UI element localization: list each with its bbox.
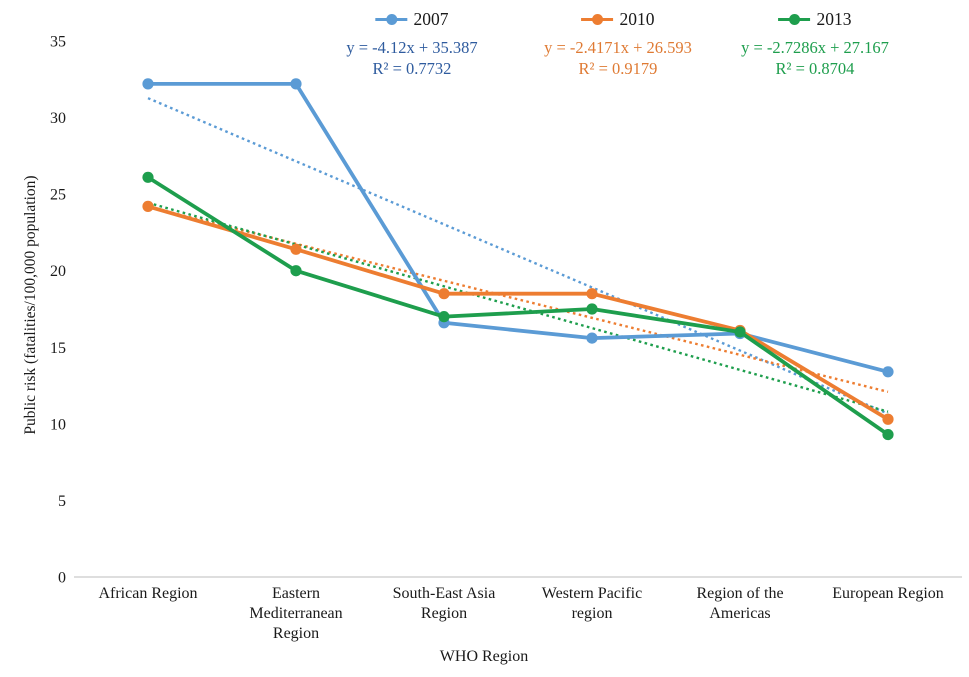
data-point-2010 <box>586 288 598 300</box>
y-tick-label: 15 <box>50 340 66 357</box>
x-category-label: Region <box>273 625 319 642</box>
series-line-2013 <box>146 175 890 437</box>
legend-item-2007: 2007 <box>375 8 448 30</box>
x-category-label: European Region <box>832 585 944 602</box>
trendline-r2-2013: R² = 0.8704 <box>775 59 855 78</box>
data-point-2007 <box>290 78 302 90</box>
legend-marker-2010-icon <box>581 13 614 25</box>
y-tick-label: 25 <box>50 187 66 204</box>
x-category-label: Mediterranean <box>249 605 342 622</box>
trendline-equation-2013: y = -2.7286x + 27.167 <box>741 38 889 57</box>
legend-group-2007: 2007 y = -4.12x + 35.387 R² = 0.7732 <box>346 8 477 79</box>
equation-block-2007: y = -4.12x + 35.387 R² = 0.7732 <box>346 37 477 79</box>
data-point-2013 <box>882 428 894 441</box>
series-line-2010 <box>146 204 890 422</box>
trendline-2013 <box>147 201 889 413</box>
x-category-label: South-East Asia <box>393 585 496 602</box>
y-axis-title: Public risk (fatalities/100,000 populati… <box>22 175 39 435</box>
legend-group-2010: 2010 y = -2.4171x + 26.593 R² = 0.9179 <box>544 8 692 79</box>
data-point-2013 <box>438 311 450 323</box>
x-category-label: region <box>572 605 613 622</box>
data-point-2007 <box>586 332 598 344</box>
equation-block-2013: y = -2.7286x + 27.167 R² = 0.8704 <box>741 37 889 79</box>
equation-block-2010: y = -2.4171x + 26.593 R² = 0.9179 <box>544 37 692 79</box>
data-point-2013 <box>586 303 598 315</box>
x-axis-title: WHO Region <box>439 648 529 665</box>
x-category-label: Eastern <box>272 585 320 602</box>
x-category-label: Region of the <box>696 585 783 602</box>
legend-group-2013: 2013 y = -2.7286x + 27.167 R² = 0.8704 <box>741 8 889 79</box>
trendline-equation-2010: y = -2.4171x + 26.593 <box>544 38 692 57</box>
legend-label-2007: 2007 <box>413 8 449 29</box>
y-tick-label: 35 <box>50 34 66 51</box>
data-point-2013 <box>734 326 746 338</box>
y-tick-label: 30 <box>50 110 66 127</box>
legend-label-2010: 2010 <box>619 8 655 29</box>
x-category-label: African Region <box>98 585 197 602</box>
data-point-2013 <box>142 171 154 183</box>
legend-dot-icon <box>788 13 800 25</box>
data-point-2007 <box>882 366 894 378</box>
legend-item-2010: 2010 <box>581 8 654 30</box>
x-category-label: Region <box>421 605 467 622</box>
trendline-equation-2007: y = -4.12x + 35.387 <box>346 38 478 57</box>
y-tick-label: 10 <box>50 416 66 433</box>
trendline-2007 <box>147 97 889 415</box>
trendline-r2-2007: R² = 0.7732 <box>372 59 452 78</box>
data-point-2010 <box>142 200 154 212</box>
data-point-2007 <box>142 78 154 90</box>
y-tick-label: 0 <box>58 570 66 587</box>
y-tick-label: 20 <box>50 263 66 280</box>
y-tick-label: 5 <box>58 493 66 510</box>
legend-item-2013: 2013 <box>778 8 851 30</box>
data-point-2010 <box>882 413 894 425</box>
series-line-2007 <box>146 81 890 374</box>
data-point-2010 <box>290 243 302 255</box>
legend-marker-2007-icon <box>375 13 408 25</box>
legend-dot-icon <box>385 13 397 25</box>
x-category-label: Americas <box>709 605 770 622</box>
legend-dot-icon <box>591 13 603 25</box>
trendline-r2-2010: R² = 0.9179 <box>578 59 658 78</box>
data-point-2013 <box>290 265 302 277</box>
data-point-2010 <box>438 288 450 300</box>
legend-marker-2013-icon <box>778 13 811 25</box>
x-category-label: Western Pacific <box>542 585 642 602</box>
legend-label-2013: 2013 <box>816 8 852 29</box>
